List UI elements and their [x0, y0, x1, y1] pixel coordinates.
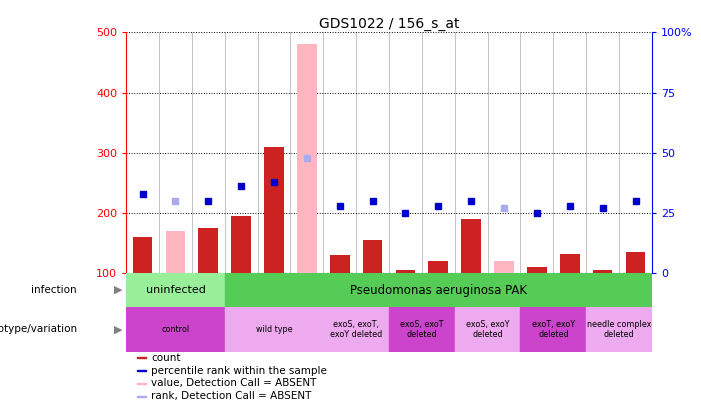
Text: infection: infection [32, 285, 77, 295]
Text: percentile rank within the sample: percentile rank within the sample [151, 366, 327, 376]
Text: rank, Detection Call = ABSENT: rank, Detection Call = ABSENT [151, 391, 312, 401]
Bar [126, 273, 225, 307]
Bar [395, 270, 416, 273]
Text: exoS, exoT
deleted: exoS, exoT deleted [400, 320, 444, 339]
Bar [521, 307, 586, 352]
Text: wild type: wild type [256, 325, 292, 334]
Bar [137, 370, 147, 371]
Text: needle complex
deleted: needle complex deleted [587, 320, 651, 339]
Bar [593, 270, 613, 273]
Text: control: control [161, 325, 189, 334]
Bar [264, 147, 284, 273]
Bar [625, 252, 646, 273]
Bar [198, 228, 218, 273]
Text: value, Detection Call = ABSENT: value, Detection Call = ABSENT [151, 378, 317, 388]
Bar [389, 307, 455, 352]
Title: GDS1022 / 156_s_at: GDS1022 / 156_s_at [319, 17, 459, 31]
Bar [165, 231, 185, 273]
Bar [132, 237, 153, 273]
Bar [323, 307, 389, 352]
Bar [586, 307, 652, 352]
Text: ▶: ▶ [114, 324, 123, 335]
Bar [527, 267, 547, 273]
Bar [225, 307, 323, 352]
Text: count: count [151, 353, 181, 363]
Text: Pseudomonas aeruginosa PAK: Pseudomonas aeruginosa PAK [350, 284, 527, 296]
Text: ▶: ▶ [114, 285, 123, 295]
Bar [461, 219, 481, 273]
Bar [494, 261, 514, 273]
Bar [330, 255, 350, 273]
Text: exoS, exoT,
exoY deleted: exoS, exoT, exoY deleted [330, 320, 382, 339]
Text: uninfected: uninfected [146, 285, 205, 295]
Bar [126, 307, 225, 352]
Bar [455, 307, 521, 352]
Bar [231, 216, 251, 273]
Bar [297, 45, 317, 273]
Bar [363, 240, 383, 273]
Text: exoS, exoY
deleted: exoS, exoY deleted [466, 320, 510, 339]
Bar [225, 273, 652, 307]
Bar [428, 261, 448, 273]
Text: genotype/variation: genotype/variation [0, 324, 77, 335]
Text: exoT, exoY
deleted: exoT, exoY deleted [532, 320, 575, 339]
Bar [137, 383, 147, 384]
Bar [560, 254, 580, 273]
